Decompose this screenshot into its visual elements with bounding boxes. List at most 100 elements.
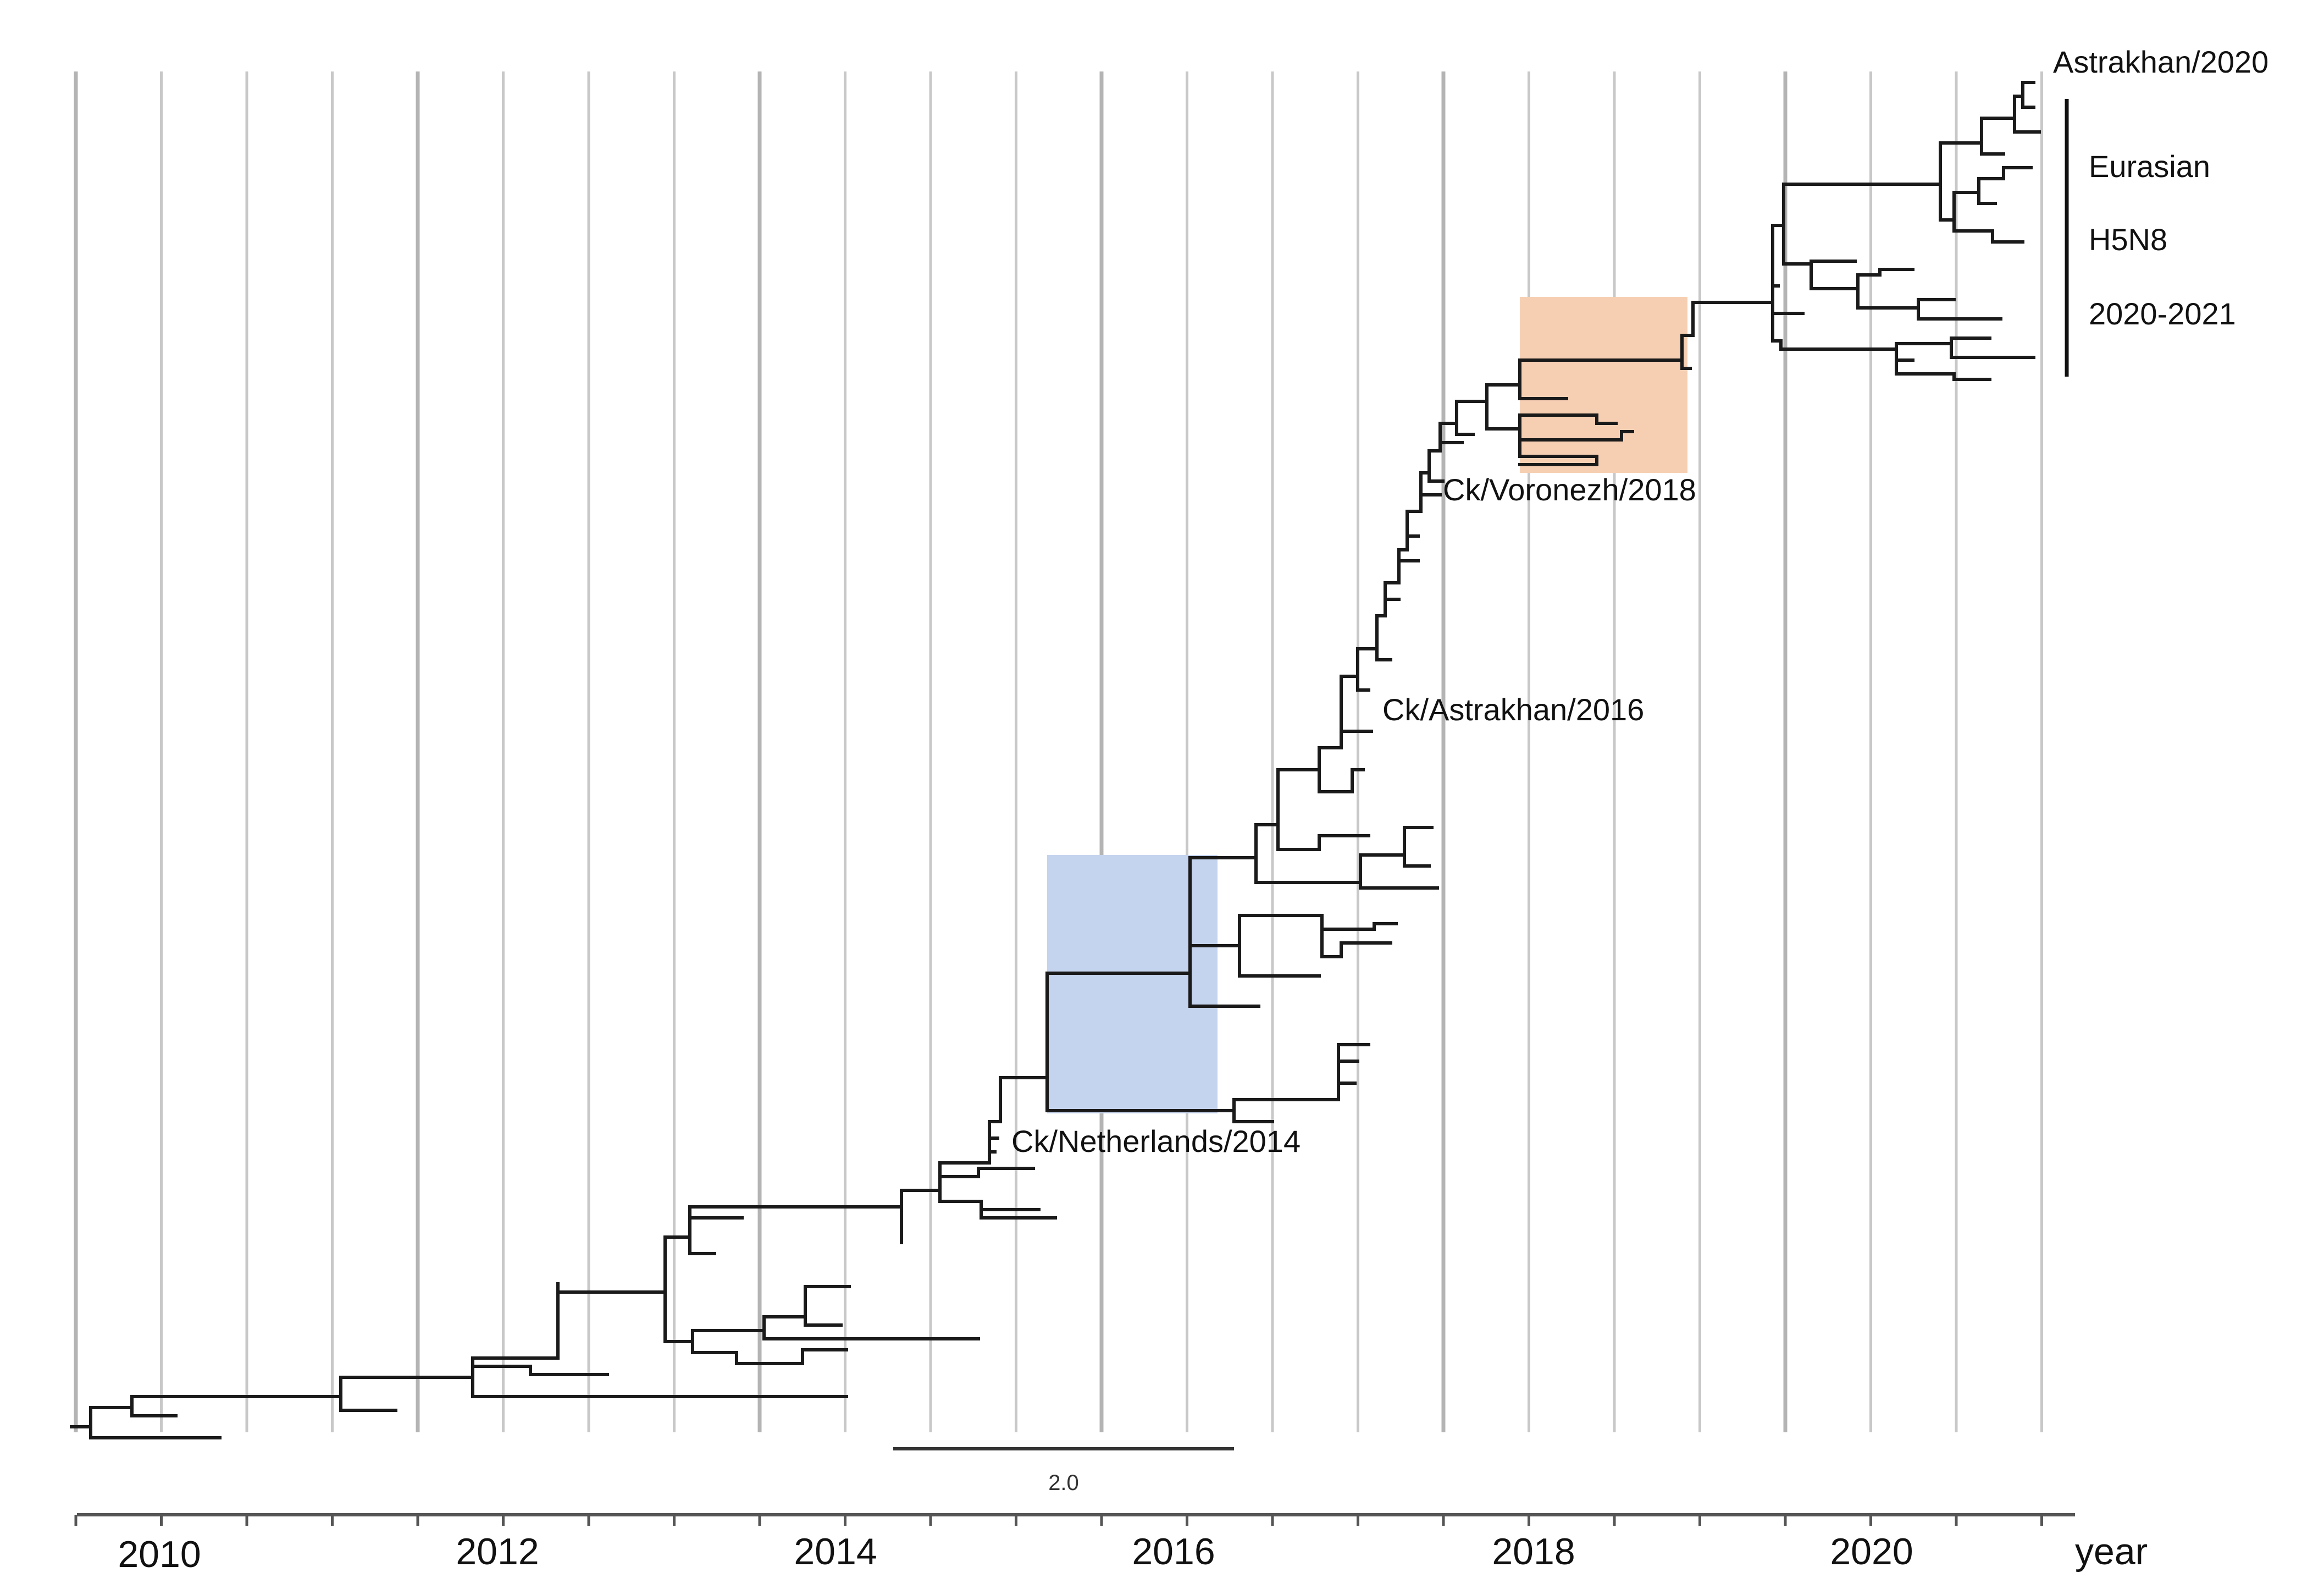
tree-branch (1485, 383, 1521, 403)
tree-branch (1397, 559, 1420, 584)
tree-branch (691, 1340, 738, 1354)
tree-branch (1952, 372, 1991, 381)
tree-branch (1232, 1098, 1340, 1112)
tree-branch (1878, 268, 1914, 277)
tree-branch (1320, 914, 1343, 958)
tree-branch (339, 1395, 397, 1412)
tick-label-2014: 2014 (794, 1531, 877, 1573)
tree-branch (1359, 853, 1406, 884)
tree-branch (1254, 823, 1280, 859)
tree-branch (1359, 881, 1439, 890)
tree-branch (1917, 298, 1956, 310)
tree-branch (1977, 177, 2005, 194)
tree-branch (1406, 510, 1423, 551)
tree-branch (900, 1189, 942, 1209)
tree-branch (1232, 1109, 1274, 1123)
tree-branch (1340, 675, 1359, 749)
tree-branch (1375, 614, 1387, 650)
tree-branch (1318, 834, 1370, 851)
tree-branch (1856, 273, 1882, 290)
tree-branch (70, 1395, 337, 1428)
clade-label-years: 2020-2021 (2089, 296, 2236, 331)
tree-branch (2002, 166, 2033, 180)
tree-branch (130, 1406, 178, 1417)
tree-branch (1188, 972, 1260, 1008)
tree-branch (1455, 422, 1475, 436)
tick-label-2020: 2020 (1830, 1531, 1913, 1573)
tree-branch (801, 1348, 848, 1365)
tree-branch (1595, 413, 1618, 425)
tree-branch (1403, 853, 1431, 868)
tree-branch (1318, 768, 1354, 793)
tree-branch (1427, 471, 1445, 483)
tree-branch (1375, 647, 1392, 661)
tree-branch (1276, 823, 1321, 851)
tree-branch (938, 1189, 983, 1203)
tree-branch (1939, 183, 1956, 222)
tree-branch (663, 1235, 691, 1294)
tree-branch (1771, 224, 1785, 304)
tree-branch (1810, 260, 1857, 266)
scale-bar-label: 2.0 (1048, 1471, 1079, 1495)
tree-branch (1980, 141, 2005, 156)
tree-branch (1045, 1076, 1236, 1112)
tree-branch (1485, 400, 1521, 431)
tree-branch (762, 1329, 980, 1340)
tree-branch (1356, 675, 1370, 692)
tick-label-2016: 2016 (1132, 1531, 1215, 1573)
tree-branch (1977, 191, 1997, 205)
tree-branch (1518, 427, 1598, 458)
tree-branch (1771, 301, 1783, 343)
tick-label-2010: 2010 (118, 1533, 201, 1575)
taxon-label-netherlands-2014: Ck/Netherlands/2014 (1011, 1124, 1301, 1158)
tree-branch (334, 1376, 474, 1398)
tree-branch (1403, 826, 1434, 857)
tree-branch (1238, 914, 1324, 947)
tree-branch (1518, 358, 1684, 387)
tree-branch (1419, 493, 1442, 513)
tree-branch (1771, 301, 1805, 315)
tree-branch (1991, 229, 2024, 244)
tree-branch (1455, 400, 1489, 425)
taxon-label-voronezh-2018: Ck/Voronezh/2018 (1443, 472, 1696, 507)
tree-branch (1254, 856, 1362, 884)
tree-branch (1518, 383, 1568, 400)
tree-branch (988, 1076, 1049, 1154)
tree-branch (1351, 768, 1365, 793)
tree-branch (1917, 306, 2002, 321)
tree-branch (1895, 342, 1953, 351)
tree-branch (2021, 81, 2035, 98)
tree-branch (1427, 449, 1442, 474)
tree-branch (1950, 342, 2035, 359)
tree-branch (1691, 301, 1774, 337)
tree-branch (1952, 218, 1994, 233)
tree-branch (1340, 941, 1392, 958)
tree-branch (1238, 944, 1321, 978)
clade-label-h5n8: H5N8 (2089, 222, 2167, 257)
year-grid (74, 71, 2043, 1432)
tree-branch (1952, 191, 1980, 222)
tree-branch (2021, 95, 2035, 109)
tree-branch (663, 1290, 694, 1343)
tree-branch (691, 1329, 766, 1343)
tree-branch (980, 1200, 1041, 1211)
time-axis-ticks (74, 1515, 2043, 1526)
tree-branch (1895, 347, 1914, 362)
tree-branch (1680, 334, 1695, 362)
tree-branch (471, 1290, 667, 1360)
highlight-box-2016 (1047, 855, 1218, 1113)
tree-branch (1188, 856, 1258, 975)
tree-branch (804, 1315, 843, 1327)
tree-branch (977, 1167, 1035, 1178)
tree-branch (471, 1365, 609, 1379)
tree-branch (1337, 1060, 1359, 1101)
tree-branch (1276, 768, 1321, 826)
tree-branch (1406, 534, 1420, 551)
tree-branch (1518, 413, 1598, 431)
tick-label-2012: 2012 (456, 1531, 539, 1573)
clade-label-eurasian: Eurasian (2089, 149, 2210, 184)
tree-branch (938, 1175, 980, 1192)
tree-branch (735, 1351, 804, 1365)
tree-branch (1856, 287, 1920, 310)
